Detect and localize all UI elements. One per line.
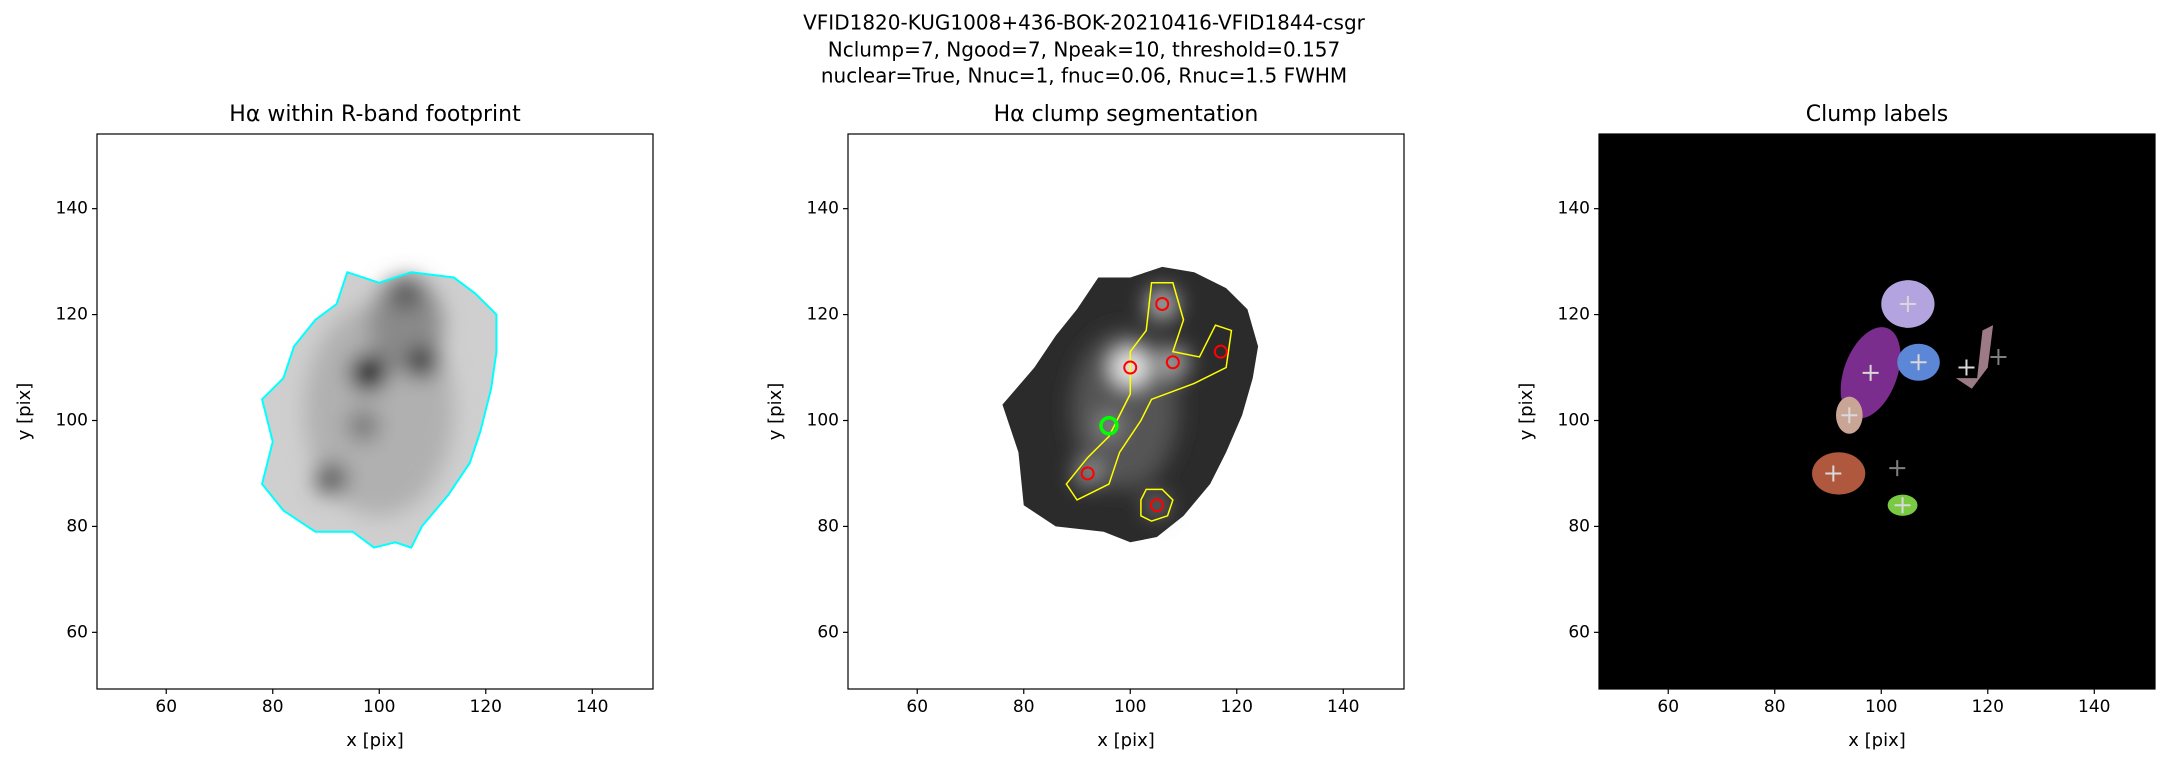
- y-tick-label: 140: [56, 199, 88, 219]
- y-tick-label: 100: [56, 411, 88, 431]
- x-tick-label: 80: [1764, 697, 1786, 717]
- y-tick-label: 140: [1558, 199, 1590, 219]
- clump-marker: [1910, 354, 1927, 371]
- clump-marker: [1889, 460, 1906, 477]
- x-tick-label: 60: [906, 697, 928, 717]
- clump-marker: [1149, 498, 1164, 513]
- suptitle: VFID1820-KUG1008+436-BOK-20210416-VFID18…: [803, 11, 1366, 35]
- y-tick-label: 140: [807, 199, 839, 219]
- axes-title: Clump labels: [1806, 102, 1948, 127]
- axes-title: Hα clump segmentation: [994, 102, 1259, 127]
- y-tick-label: 100: [1558, 411, 1590, 431]
- x-tick-label: 140: [576, 697, 608, 717]
- suptitle: Nclump=7, Ngood=7, Npeak=10, threshold=0…: [828, 38, 1341, 62]
- y-axis-label: y [pix]: [765, 383, 786, 441]
- clump-marker: [1165, 355, 1180, 370]
- x-axis-label: x [pix]: [346, 730, 404, 751]
- x-tick-label: 140: [1327, 697, 1359, 717]
- clump-marker: [1894, 497, 1911, 514]
- x-tick-label: 60: [1657, 697, 1679, 717]
- clump-marker: [1155, 296, 1170, 311]
- x-tick-label: 120: [470, 697, 502, 717]
- y-tick-label: 120: [56, 305, 88, 325]
- y-tick-label: 80: [66, 516, 88, 536]
- clump-marker: [1213, 344, 1228, 359]
- y-axis-label: y [pix]: [1516, 383, 1537, 441]
- axes-frame: [1598, 133, 2156, 690]
- image: [262, 272, 496, 547]
- x-tick-label: 100: [363, 697, 395, 717]
- y-tick-label: 60: [66, 622, 88, 642]
- x-tick-label: 80: [1013, 697, 1035, 717]
- y-tick-label: 120: [807, 305, 839, 325]
- clump-marker: [1958, 359, 1975, 376]
- x-tick-label: 100: [1865, 697, 1897, 717]
- image: [1002, 266, 1259, 543]
- image: [1599, 134, 2155, 689]
- x-tick-label: 140: [2078, 697, 2110, 717]
- y-tick-label: 60: [817, 622, 839, 642]
- y-tick-label: 120: [1558, 305, 1590, 325]
- clump-marker: [1825, 465, 1842, 482]
- axes-frame: [96, 133, 654, 690]
- x-tick-label: 120: [1221, 697, 1253, 717]
- axes-title: Hα within R-band footprint: [229, 102, 521, 127]
- y-tick-label: 100: [807, 411, 839, 431]
- suptitle: nuclear=True, Nnuc=1, fnuc=0.06, Rnuc=1.…: [821, 64, 1347, 88]
- clump-marker: [1899, 295, 1916, 312]
- y-tick-label: 80: [1568, 516, 1590, 536]
- clump-marker: [1123, 360, 1138, 375]
- x-axis-label: x [pix]: [1848, 730, 1906, 751]
- x-tick-label: 120: [1972, 697, 2004, 717]
- clump-marker: [1841, 407, 1858, 424]
- clump-marker: [1080, 466, 1095, 481]
- axes-layer: 60 80 100 120 140 60 80 100 120 140 Hα within R-ba…: [14, 102, 2156, 751]
- x-tick-label: 60: [155, 697, 177, 717]
- x-tick-label: 80: [262, 697, 284, 717]
- clump-marker: [1099, 416, 1119, 436]
- y-tick-label: 80: [817, 516, 839, 536]
- y-axis-label: y [pix]: [14, 383, 35, 441]
- clump-marker: [1990, 348, 2007, 365]
- x-axis-label: x [pix]: [1097, 730, 1155, 751]
- x-tick-label: 100: [1114, 697, 1146, 717]
- axes-frame: [847, 133, 1405, 690]
- y-tick-label: 60: [1568, 622, 1590, 642]
- clump-marker: [1862, 364, 1879, 381]
